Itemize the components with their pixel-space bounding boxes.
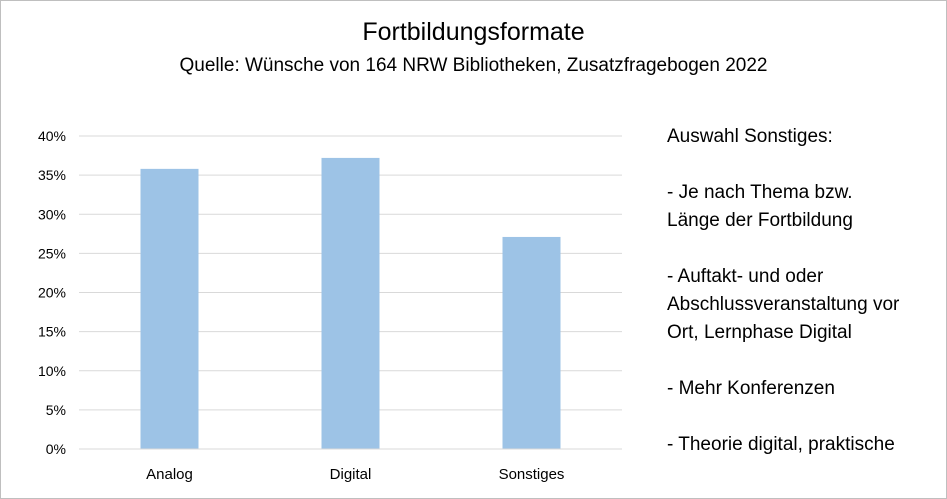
bar-digital	[321, 157, 380, 449]
y-tick-label: 30%	[38, 206, 66, 222]
notes-line: - Je nach Thema bzw.	[667, 182, 853, 203]
x-tick-label: Digital	[330, 466, 372, 483]
y-tick-label: 10%	[38, 363, 66, 379]
chart-subtitle: Quelle: Wünsche von 164 NRW Bibliotheken…	[179, 55, 768, 76]
bar-sonstiges	[502, 236, 561, 449]
notes-panel: Auswahl Sonstiges: - Je nach Thema bzw. L…	[667, 123, 942, 459]
notes-line: - Auftakt- und oder	[667, 266, 824, 287]
y-tick-label: 40%	[38, 128, 66, 144]
x-tick-label: Analog	[146, 466, 193, 483]
notes-line: Abschlussveranstaltung vor	[667, 294, 900, 315]
notes-line: Länge der Fortbildung	[667, 210, 853, 231]
notes-line: - Theorie digital, praktische	[667, 434, 895, 455]
bar-analog	[140, 168, 199, 450]
notes-spacer	[667, 235, 942, 263]
notes-line: Ort, Lernphase Digital	[667, 322, 852, 343]
y-tick-label: 35%	[38, 167, 66, 183]
y-tick-label: 15%	[38, 324, 66, 340]
chart-title: Fortbildungsformate	[362, 18, 585, 46]
y-tick-label: 0%	[46, 441, 66, 457]
y-tick-label: 5%	[46, 402, 66, 418]
y-tick-label: 25%	[38, 245, 66, 261]
notes-line: - Mehr Konferenzen	[667, 378, 835, 399]
notes-spacer	[667, 151, 942, 179]
notes-spacer	[667, 347, 942, 375]
notes-heading: Auswahl Sonstiges:	[667, 126, 833, 147]
notes-spacer	[667, 403, 942, 431]
y-tick-label: 20%	[38, 285, 66, 301]
x-tick-label: Sonstiges	[499, 466, 565, 483]
